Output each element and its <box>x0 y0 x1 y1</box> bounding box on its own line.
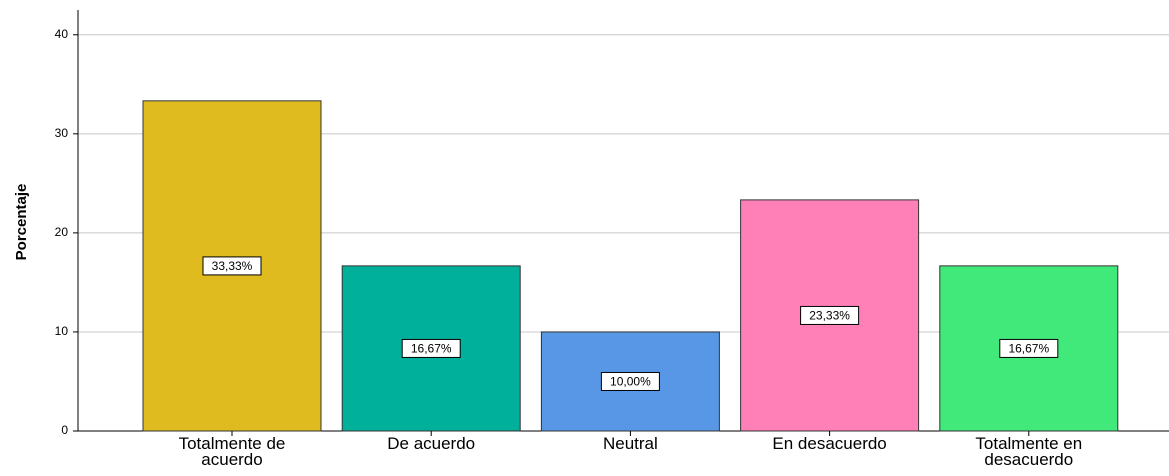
value-label: 10,00% <box>610 375 651 389</box>
x-tick-label: Neutral <box>602 434 658 453</box>
value-label-box <box>800 305 860 325</box>
y-tick-label: 30 <box>55 126 69 140</box>
x-tick-label: Totalmente de acuerdo <box>178 434 286 469</box>
y-tick-label: 20 <box>55 225 69 239</box>
x-tick-label: Totalmente en desacuerdo <box>975 434 1083 469</box>
value-label: 23,33% <box>809 309 850 323</box>
y-tick-label: 0 <box>61 423 68 437</box>
value-label-box <box>600 371 660 391</box>
value-label: 33,33% <box>212 259 253 273</box>
value-label-box <box>202 256 262 276</box>
value-label: 16,67% <box>1008 342 1049 356</box>
value-label-box <box>999 338 1059 358</box>
x-tick-label: En desacuerdo <box>772 434 887 453</box>
x-tick-label: De acuerdo <box>387 434 476 453</box>
value-label-box <box>401 338 461 358</box>
y-tick-label: 40 <box>55 27 69 41</box>
value-label: 16,67% <box>411 342 452 356</box>
y-axis-label: Porcentaje <box>13 184 30 261</box>
y-tick-label: 10 <box>55 324 69 338</box>
